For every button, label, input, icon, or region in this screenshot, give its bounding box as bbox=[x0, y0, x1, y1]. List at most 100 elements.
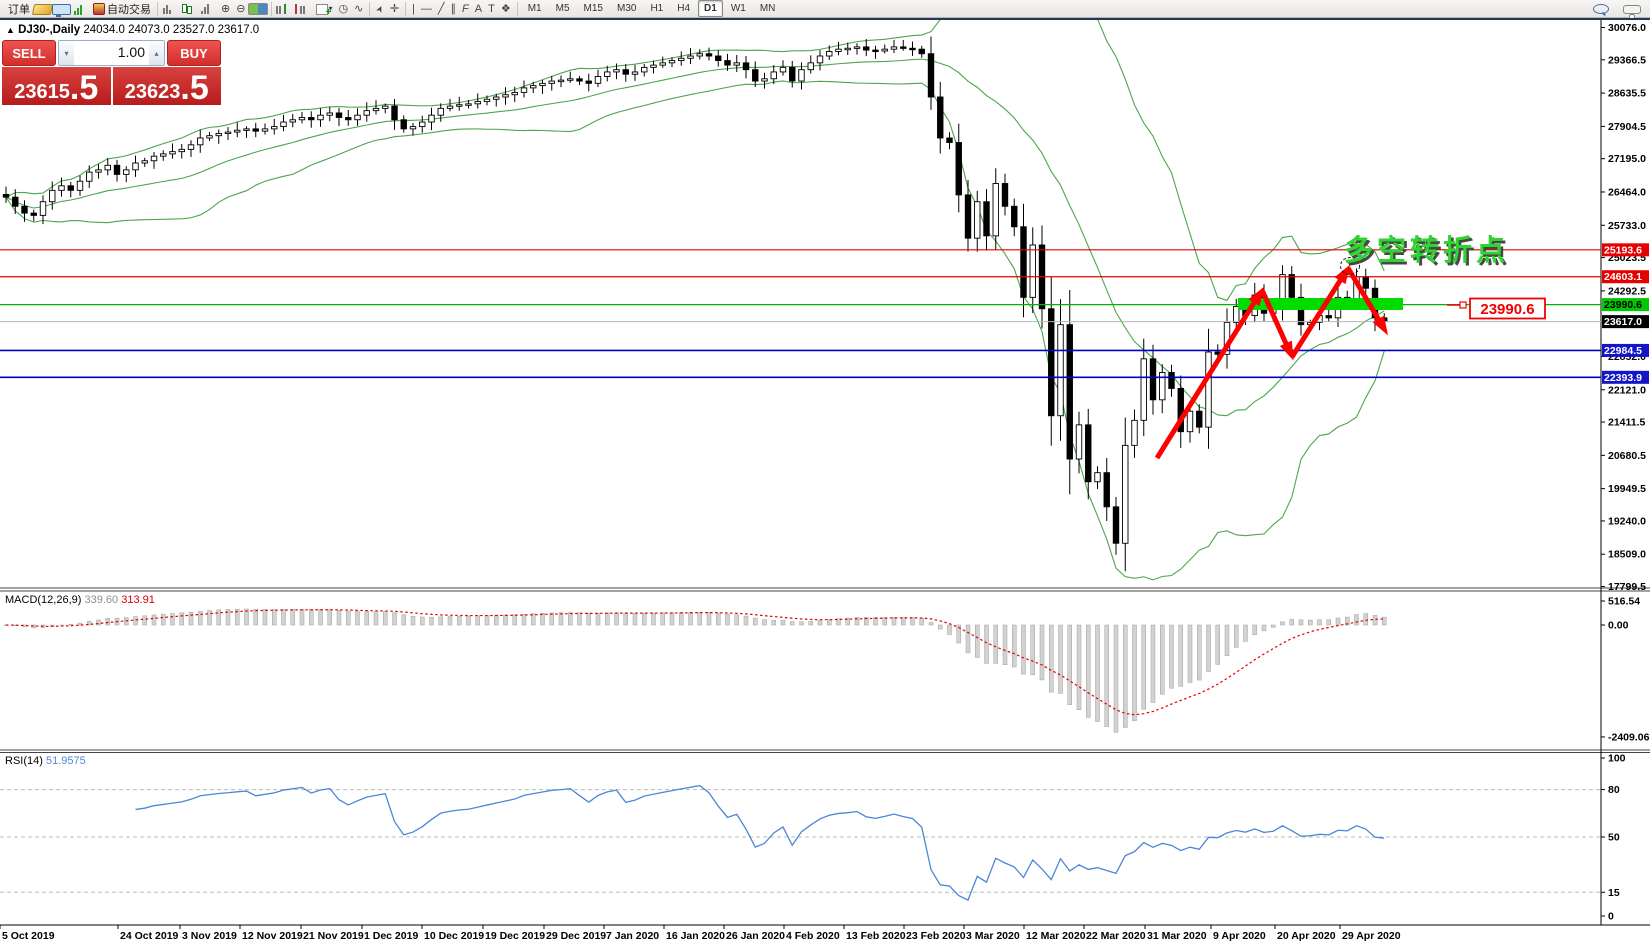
svg-text:19 Dec 2019: 19 Dec 2019 bbox=[485, 930, 545, 942]
svg-text:26464.0: 26464.0 bbox=[1608, 186, 1646, 198]
svg-text:多空转折点: 多空转折点 bbox=[1344, 233, 1509, 267]
separator bbox=[369, 1, 371, 16]
svg-text:24603.1: 24603.1 bbox=[1604, 271, 1642, 283]
horizontal-line-icon[interactable]: — bbox=[420, 2, 432, 15]
horizontal-lines bbox=[0, 249, 1601, 379]
svg-text:17799.5: 17799.5 bbox=[1608, 581, 1646, 593]
trend-arrows[interactable] bbox=[1154, 264, 1389, 460]
volume-input[interactable]: 1.00 bbox=[117, 44, 145, 60]
sell-price-pips: .5 bbox=[69, 69, 99, 107]
new-order-button[interactable]: 订单 bbox=[3, 1, 33, 17]
buy-price-tile[interactable]: 23623 .5 bbox=[112, 67, 221, 107]
text-tool-icon[interactable]: A bbox=[474, 2, 483, 15]
timeframe-m1[interactable]: M1 bbox=[527, 3, 542, 14]
profiles-button[interactable]: ◷ bbox=[338, 2, 349, 15]
chat-icon[interactable] bbox=[1623, 5, 1641, 19]
svg-text:516.54: 516.54 bbox=[1608, 596, 1640, 608]
date-axis: 5 Oct 2019 24 Oct 2019 3 Nov 2019 12 Nov 20… bbox=[0, 925, 1401, 942]
autotrading-icon bbox=[93, 3, 105, 15]
buy-price-pips: .5 bbox=[180, 69, 209, 107]
svg-text:15: 15 bbox=[1608, 887, 1620, 899]
new-chart-icon bbox=[316, 3, 331, 18]
svg-text:28635.5: 28635.5 bbox=[1608, 88, 1646, 100]
svg-text:20680.5: 20680.5 bbox=[1608, 450, 1646, 462]
zoom-in-icon[interactable]: ⊕ bbox=[221, 2, 231, 15]
trendline-icon[interactable]: ╱ bbox=[437, 2, 445, 15]
timeframe-group: M1 M5 M15 M30 H1 H4 D1 W1 MN bbox=[521, 0, 783, 17]
svg-text:12 Mar 2020: 12 Mar 2020 bbox=[1026, 930, 1086, 942]
svg-text:12 Nov 2019: 12 Nov 2019 bbox=[242, 930, 303, 942]
svg-text:80: 80 bbox=[1608, 784, 1620, 796]
bar-chart-icon[interactable] bbox=[161, 2, 180, 15]
search-icon[interactable] bbox=[1593, 4, 1609, 14]
tile-windows-icon[interactable] bbox=[248, 3, 269, 15]
volume-decrease-button[interactable]: ▾ bbox=[59, 41, 74, 65]
svg-text:3 Mar 2020: 3 Mar 2020 bbox=[966, 930, 1020, 942]
auto-scroll-icon[interactable] bbox=[275, 2, 294, 15]
price-label-box[interactable]: 23990.6 bbox=[1447, 297, 1546, 320]
sell-button[interactable]: SELL bbox=[2, 40, 56, 66]
timeframe-m15[interactable]: M15 bbox=[583, 3, 603, 14]
timeframe-w1[interactable]: W1 bbox=[730, 3, 746, 14]
autotrading-label: 自动交易 bbox=[107, 3, 151, 16]
new-chart-button[interactable]: ▾ bbox=[313, 1, 335, 18]
svg-text:7 Jan 2020: 7 Jan 2020 bbox=[606, 930, 659, 942]
timeframe-m5[interactable]: M5 bbox=[555, 3, 570, 14]
market-watch-icon[interactable] bbox=[52, 3, 71, 17]
text-label-icon[interactable]: T bbox=[488, 2, 495, 15]
timeframe-m30[interactable]: M30 bbox=[616, 3, 637, 14]
svg-text:21 Nov 2019: 21 Nov 2019 bbox=[303, 930, 364, 942]
timeframe-h1[interactable]: H1 bbox=[650, 3, 664, 14]
svg-text:9 Apr 2020: 9 Apr 2020 bbox=[1213, 930, 1266, 942]
svg-text:22121.0: 22121.0 bbox=[1608, 384, 1646, 396]
timeframe-mn[interactable]: MN bbox=[759, 3, 776, 14]
timeframe-d1[interactable]: D1 bbox=[698, 0, 723, 17]
svg-text:21411.5: 21411.5 bbox=[1608, 417, 1646, 429]
svg-text:27195.0: 27195.0 bbox=[1608, 153, 1646, 165]
svg-text:5 Oct 2019: 5 Oct 2019 bbox=[2, 930, 55, 942]
svg-text:-2409.06: -2409.06 bbox=[1608, 731, 1650, 743]
new-order-label: 订单 bbox=[8, 3, 30, 16]
signal-icon[interactable] bbox=[71, 4, 90, 15]
volume-increase-button[interactable]: ▴ bbox=[149, 41, 164, 65]
panel-frames bbox=[0, 20, 1650, 945]
equidistant-channel-icon[interactable]: ∥ bbox=[450, 2, 457, 15]
svg-text:24292.5: 24292.5 bbox=[1608, 285, 1646, 297]
timeframe-h4[interactable]: H4 bbox=[677, 3, 691, 14]
crosshair-icon[interactable]: ✛ bbox=[389, 2, 400, 15]
volume-spinner: ▾ 1.00 ▴ bbox=[58, 40, 165, 66]
svg-text:4 Feb 2020: 4 Feb 2020 bbox=[786, 930, 840, 942]
autotrading-button[interactable]: 自动交易 bbox=[90, 1, 154, 17]
arrows-tool-icon[interactable]: ❖ bbox=[500, 2, 511, 15]
svg-text:16 Jan 2020: 16 Jan 2020 bbox=[666, 930, 725, 942]
candlestick-chart-icon[interactable] bbox=[180, 2, 199, 15]
macd-signal-line bbox=[5, 609, 1385, 716]
svg-text:30076.0: 30076.0 bbox=[1608, 22, 1646, 34]
rsi-axis: 100 80 50 15 0 bbox=[1601, 753, 1626, 923]
svg-text:20 Apr 2020: 20 Apr 2020 bbox=[1277, 930, 1336, 942]
svg-text:1 Dec 2019: 1 Dec 2019 bbox=[364, 930, 418, 942]
green-highlight-bar[interactable] bbox=[1238, 298, 1403, 310]
peak-circle-annotation[interactable] bbox=[1340, 257, 1360, 275]
macd-axis: 516.54 0.00 -2409.06 bbox=[1601, 596, 1650, 743]
zoom-out-icon[interactable]: ⊖ bbox=[236, 2, 246, 15]
indicators-button[interactable]: ∿ bbox=[354, 2, 364, 15]
new-order-icon[interactable] bbox=[31, 4, 54, 15]
vertical-line-icon[interactable]: | bbox=[412, 2, 415, 15]
svg-text:23990.6: 23990.6 bbox=[1480, 301, 1534, 318]
svg-text:22393.9: 22393.9 bbox=[1604, 372, 1642, 384]
chart-shift-icon[interactable] bbox=[294, 2, 313, 15]
svg-text:0.00: 0.00 bbox=[1608, 620, 1629, 632]
svg-text:100: 100 bbox=[1608, 753, 1626, 765]
svg-text:▲ DJ30-,Daily 24034.0 24073.: ▲ DJ30-,Daily 24034.0 24073.0 23527.0 23… bbox=[6, 24, 259, 36]
sell-price-tile[interactable]: 23615 .5 bbox=[2, 67, 111, 105]
fibonacci-icon[interactable]: F bbox=[462, 2, 469, 15]
line-chart-icon[interactable] bbox=[199, 2, 218, 15]
svg-text:26 Jan 2020: 26 Jan 2020 bbox=[726, 930, 785, 942]
buy-button[interactable]: BUY bbox=[167, 40, 221, 66]
separator bbox=[405, 1, 407, 16]
svg-text:23990.6: 23990.6 bbox=[1604, 299, 1642, 311]
